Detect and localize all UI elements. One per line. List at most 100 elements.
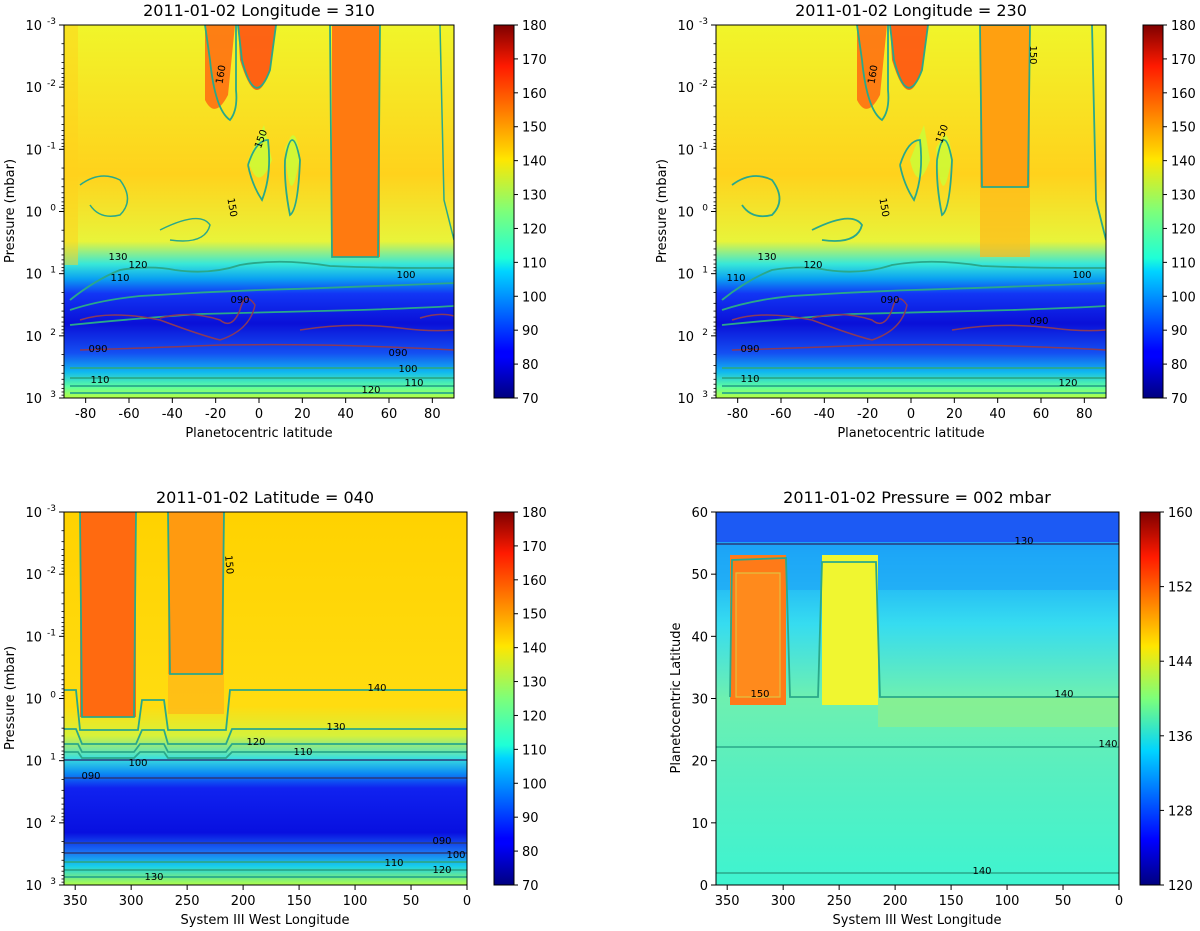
contour-label: 160 <box>214 64 228 85</box>
contour-label: 100 <box>398 364 417 375</box>
contour-label: 120 <box>361 385 380 396</box>
x-tick-label: 150 <box>939 894 964 909</box>
colorbar-tick-label: 90 <box>1171 324 1188 339</box>
y-tick-exponent: 3 <box>50 390 56 400</box>
colorbar-tick-label: 150 <box>522 608 547 623</box>
y-axis-label: Planetocentric Latitude <box>669 623 684 774</box>
y-tick-label: 10 <box>25 568 42 583</box>
contour-label: 120 <box>803 260 822 271</box>
y-tick-label: 60 <box>691 506 708 521</box>
y-ticks: 10 -3 10 -2 10 -1 10 0 10 1 10 2 10 3 <box>25 17 64 407</box>
colorbar-tick-label: 180 <box>522 506 547 521</box>
contour-label: 140 <box>1098 739 1117 750</box>
colorbar-tick-label: 170 <box>522 53 547 68</box>
x-tick-label: -40 <box>814 407 835 422</box>
colorbar-tick-label: 160 <box>1168 506 1193 521</box>
colorbar-tick-label: 140 <box>1171 155 1196 170</box>
x-tick-label: 250 <box>827 894 852 909</box>
colorbar-tick-label: 160 <box>522 574 547 589</box>
x-tick-label: -60 <box>770 407 791 422</box>
colorbar-ticks: 70 80 90 100 110 120 130 140 150 160 170 180 <box>514 19 547 407</box>
contour-label: 100 <box>1072 270 1091 281</box>
y-ticks: 10 -3 10 -2 10 -1 10 0 10 1 10 2 10 3 <box>677 17 716 407</box>
x-tick-label: -60 <box>118 407 139 422</box>
x-tick-label: 300 <box>771 894 796 909</box>
colorbar-tick-label: 80 <box>522 845 539 860</box>
y-tick-label: 10 <box>25 330 42 345</box>
x-tick-label: 40 <box>337 407 354 422</box>
y-tick-exponent: 2 <box>702 328 708 338</box>
colorbar-tick-label: 136 <box>1168 730 1193 745</box>
heatmap-field <box>64 25 454 398</box>
colorbar-tick-label: 120 <box>522 222 547 237</box>
colorbar-tick-label: 130 <box>522 189 547 204</box>
colorbar <box>493 511 515 886</box>
x-tick-label: -80 <box>75 407 96 422</box>
heatmap-field <box>716 25 1106 398</box>
colorbar-tick-label: 100 <box>522 777 547 792</box>
contour-label: 140 <box>367 683 386 694</box>
colorbar-tick-label: 70 <box>1171 392 1188 407</box>
contour-label: 120 <box>246 737 265 748</box>
y-tick-label: 10 <box>677 81 694 96</box>
y-tick-label: 10 <box>25 630 42 645</box>
y-tick-label: 40 <box>691 630 708 645</box>
y-tick-label: 10 <box>691 817 708 832</box>
y-ticks: 10 -3 10 -2 10 -1 10 0 10 1 10 2 10 3 <box>25 504 64 894</box>
y-axis-label: Pressure (mbar) <box>3 646 18 750</box>
colorbar-ticks: 70 80 90 100 110 120 130 140 150 160 170 180 <box>1163 19 1196 407</box>
panel-title: 2011-01-02 Latitude = 040 <box>156 488 374 507</box>
colorbar-tick-label: 100 <box>1171 290 1196 305</box>
colorbar-tick-label: 152 <box>1168 581 1193 596</box>
contour-labels: 130 150 140 140 140 <box>750 536 1117 877</box>
colorbar-tick-label: 128 <box>1168 804 1193 819</box>
colorbar-tick-label: 120 <box>1171 222 1196 237</box>
colorbar-tick-label: 144 <box>1168 655 1193 670</box>
colorbar-tick-label: 110 <box>522 743 547 758</box>
colorbar-tick-label: 150 <box>1171 121 1196 136</box>
x-tick-label: 250 <box>175 894 200 909</box>
colorbar-tick-label: 170 <box>1171 53 1196 68</box>
y-tick-exponent: -1 <box>47 141 56 151</box>
contour-label: 110 <box>90 375 109 386</box>
x-axis-label: System III West Longitude <box>181 913 350 928</box>
contour-label: 090 <box>740 344 759 355</box>
contour-label: 100 <box>128 758 147 769</box>
colorbar-tick-label: 80 <box>1171 358 1188 373</box>
contour-label: 150 <box>1027 45 1038 64</box>
y-tick-exponent: -1 <box>47 628 56 638</box>
contour-label: 110 <box>740 374 759 385</box>
contour-label: 090 <box>88 344 107 355</box>
y-tick-exponent: 2 <box>50 815 56 825</box>
x-tick-label: 150 <box>287 894 312 909</box>
colorbar-tick-label: 120 <box>522 709 547 724</box>
y-tick-label: 10 <box>677 206 694 221</box>
contour-label: 120 <box>128 260 147 271</box>
y-tick-exponent: -1 <box>699 141 708 151</box>
y-tick-label: 10 <box>677 19 694 34</box>
contour-label: 130 <box>326 722 345 733</box>
panel-title: 2011-01-02 Pressure = 002 mbar <box>783 488 1051 507</box>
colorbar-tick-label: 90 <box>522 324 539 339</box>
contour-label: 160 <box>866 64 880 85</box>
y-tick-label: 10 <box>25 506 42 521</box>
y-axis-label: Pressure (mbar) <box>3 159 18 263</box>
x-ticks: -80 -60 -40 -20 0 20 40 60 80 <box>75 398 441 422</box>
colorbar-ticks: 120 128 136 144 152 160 <box>1160 506 1193 894</box>
x-tick-label: 0 <box>255 407 263 422</box>
y-tick-exponent: 0 <box>50 204 56 214</box>
colorbar-tick-label: 160 <box>522 87 547 102</box>
contour-label: 150 <box>750 689 769 700</box>
contour-label: 110 <box>404 378 423 389</box>
y-tick-label: 10 <box>25 755 42 770</box>
contour-label: 090 <box>388 348 407 359</box>
x-axis-label: Planetocentric latitude <box>185 426 332 441</box>
contour-label: 150 <box>224 197 238 218</box>
y-tick-exponent: -2 <box>699 79 708 89</box>
heatmap-field <box>716 512 1119 885</box>
colorbar <box>493 24 515 399</box>
y-tick-exponent: 0 <box>702 204 708 214</box>
x-tick-label: 50 <box>403 894 420 909</box>
